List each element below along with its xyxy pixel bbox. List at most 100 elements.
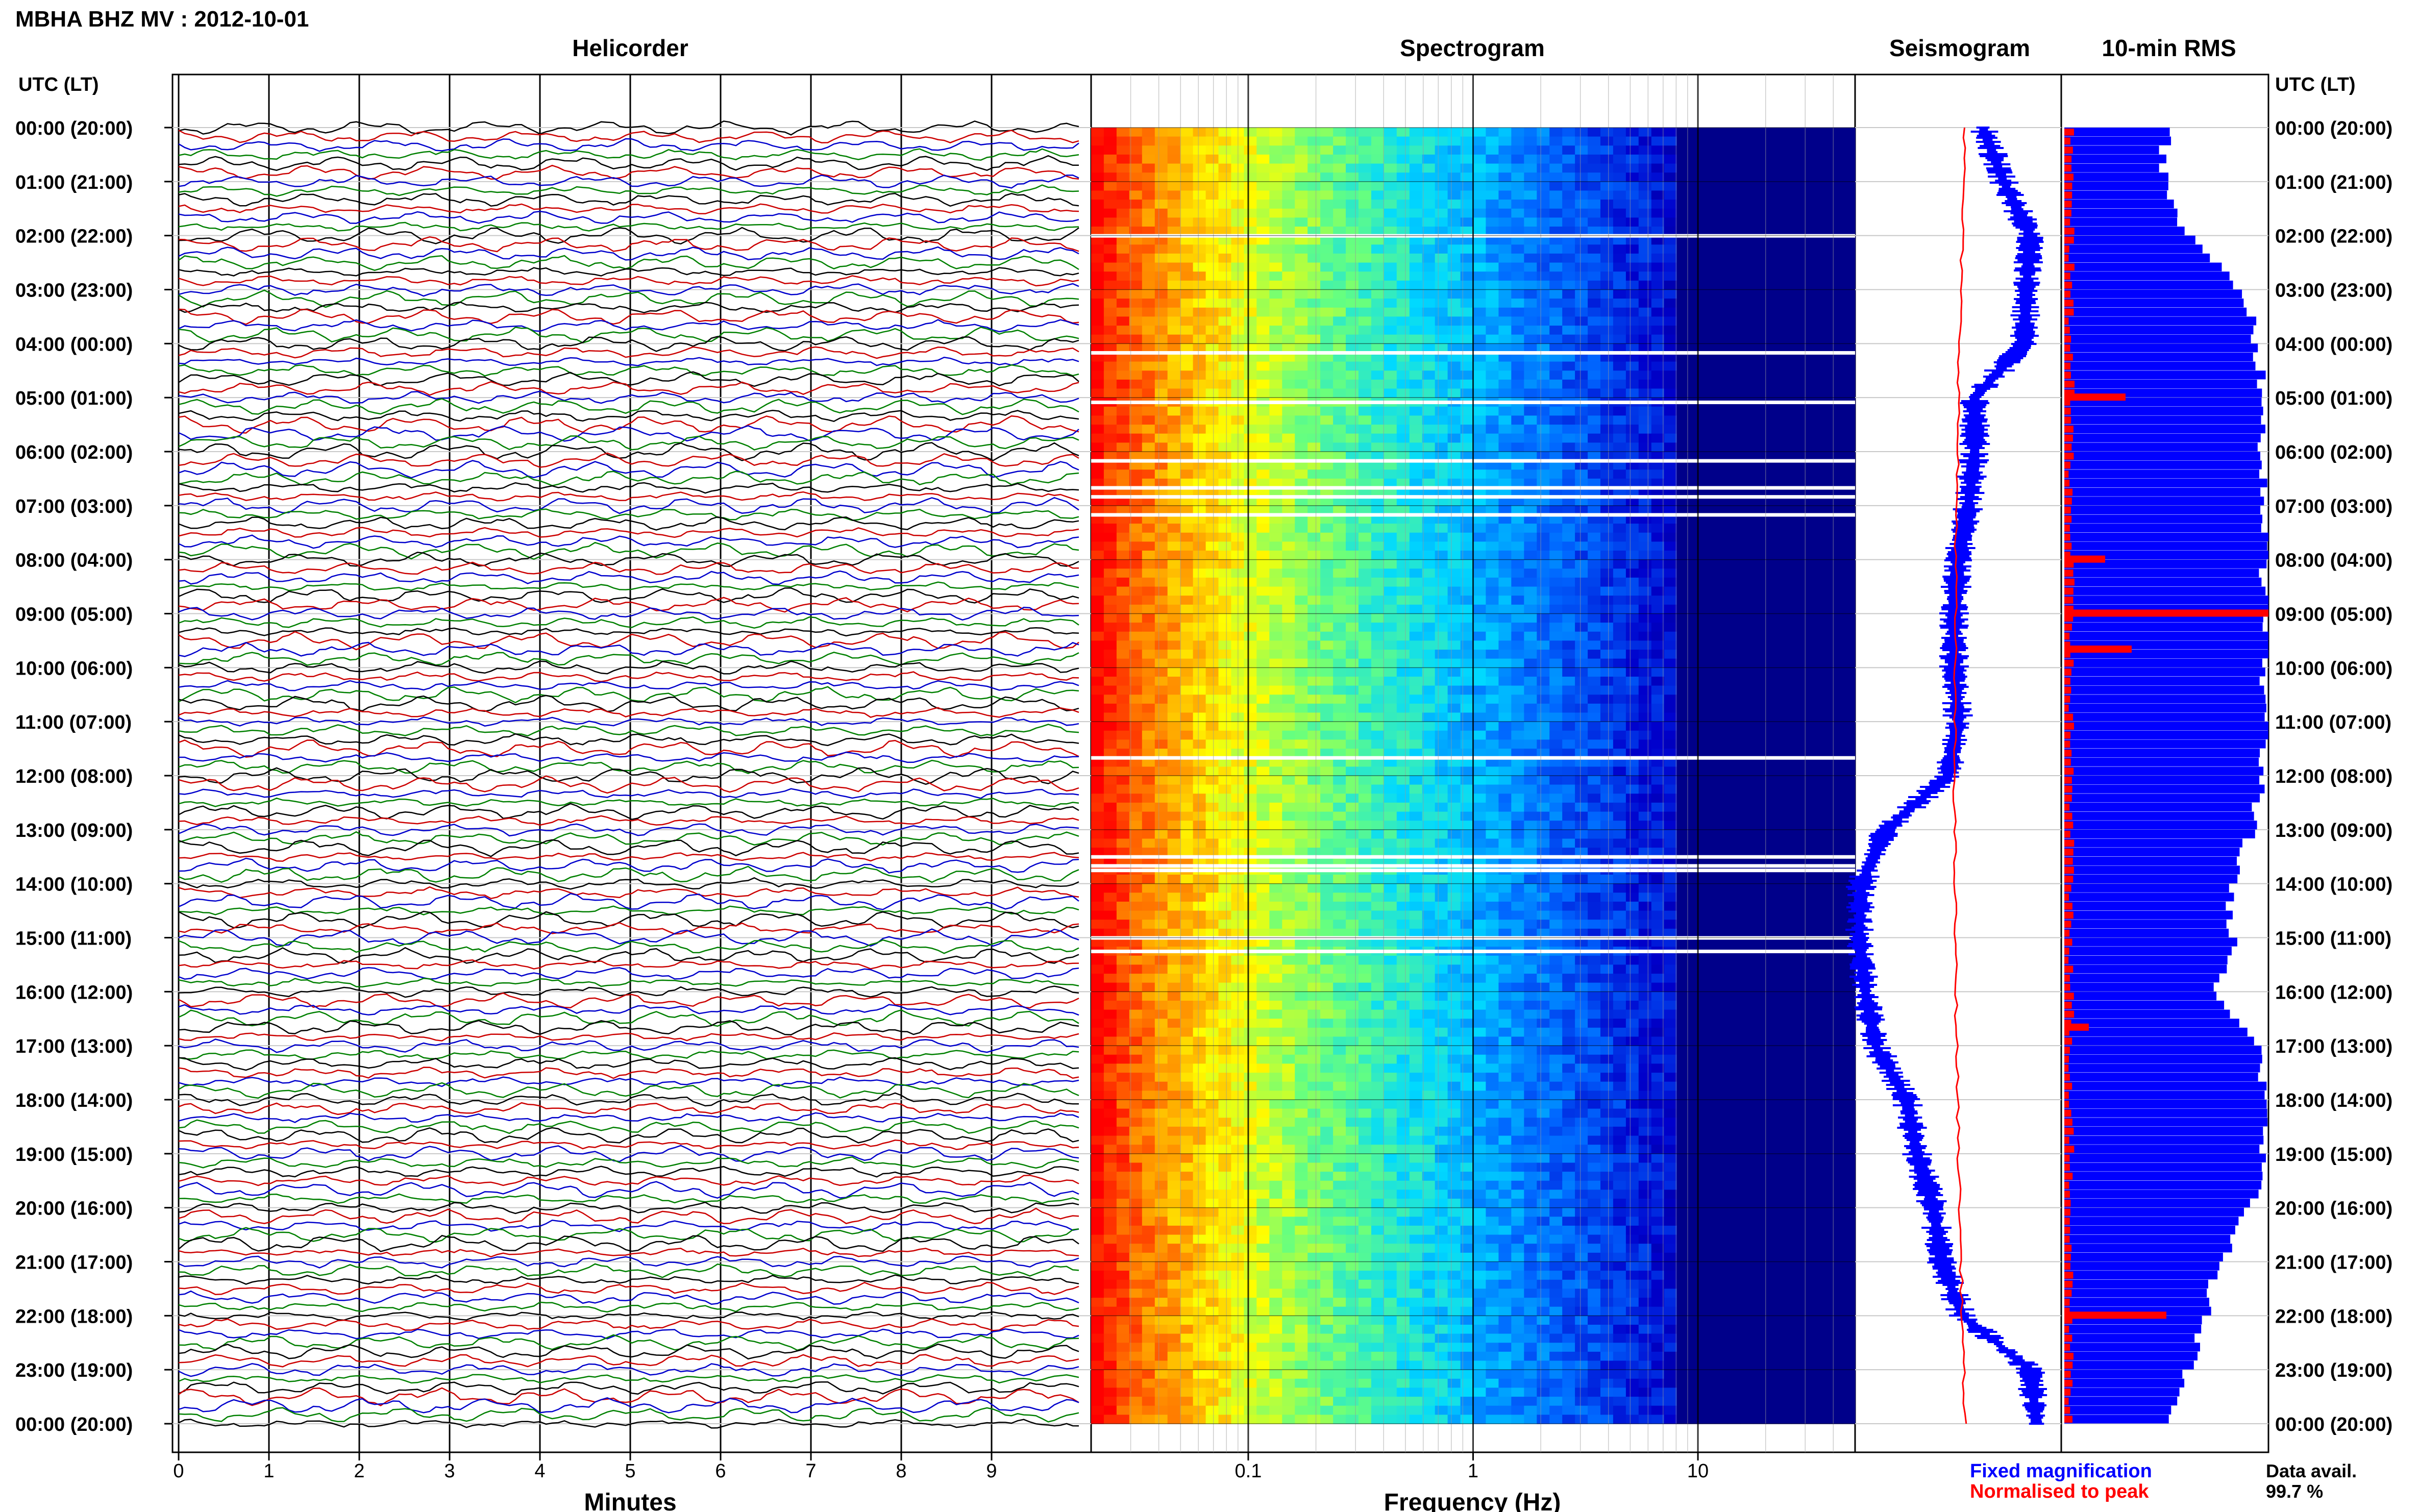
spectrogram-cell [1460,145,1474,155]
spectrogram-cell [1282,326,1295,335]
spectrogram-cell [1103,623,1117,632]
spectrogram-cell [1320,388,1334,398]
spectrogram-cell [1830,208,1843,218]
spectrogram-cell [1473,154,1487,164]
spectrogram-cell [1473,343,1487,353]
helicorder-trace [178,877,1079,890]
spectrogram-cell [1116,757,1130,767]
spectrogram-cell [1753,145,1766,155]
helicorder-trace [178,1407,1079,1423]
spectrogram-cell [1358,217,1372,227]
helicorder-trace [178,985,1079,998]
spectrogram-cell [1549,551,1563,560]
spectrogram-cell [1193,784,1206,794]
spectrogram-cell [1167,136,1181,146]
spectrogram-cell [1638,289,1652,299]
spectrogram-cell [1638,613,1652,623]
spectrogram-cell [1625,145,1639,155]
spectrogram-cell [1562,227,1575,236]
spectrogram-cell [1473,200,1487,209]
spectrogram-cell [1842,406,1856,416]
spectrogram-cell [1676,469,1690,479]
spectrogram-cell [1753,262,1766,272]
spectrogram-cell [1842,613,1856,623]
spectrogram-cell [1575,730,1588,740]
spectrogram-cell [1256,406,1270,416]
spectrogram-cell [1740,280,1754,290]
spectrogram-cell [1447,631,1461,641]
spectrogram-cell [1651,227,1665,236]
spectrogram-cell [1307,532,1321,542]
spectrogram-cell [1753,271,1766,281]
spectrogram-cell [1638,712,1652,722]
spectrogram-cell [1766,577,1779,587]
spectrogram-cell [1804,154,1817,164]
spectrogram-cell [1116,190,1130,200]
spectrogram-cell [1142,794,1155,803]
spectrogram-cell [1804,658,1817,668]
spectrogram-cell [1244,136,1257,146]
spectrogram-cell [1422,596,1436,605]
spectrogram-cell [1205,235,1219,245]
spectrogram-cell [1167,577,1181,587]
spectrogram-cell [1830,802,1843,812]
spectrogram-cell [1116,299,1130,308]
spectrogram-cell [1154,749,1168,758]
spectrogram-cell [1384,497,1397,506]
spectrogram-cell [1779,757,1792,767]
spectrogram-cell [1142,370,1155,380]
spectrogram-cell [1727,829,1741,839]
spectrogram-cell [1180,532,1194,542]
spectrogram-cell [1549,244,1563,254]
spectrogram-cell [1473,703,1487,713]
spectrogram-cell [1473,604,1487,614]
spectrogram-cell [1256,757,1270,767]
spectrogram-cell [1524,695,1537,704]
spectrogram-cell [1817,802,1830,812]
spectrogram-cell [1244,316,1257,326]
spectrogram-cell [1613,623,1626,632]
spectrogram-cell [1371,532,1385,542]
spectrogram-cell [1575,406,1588,416]
helicorder-trace [178,246,1079,261]
spectrogram-cell [1447,712,1461,722]
spectrogram-cell [1638,200,1652,209]
spectrogram-cell [1766,136,1779,146]
spectrogram-cell [1307,695,1321,704]
spectrogram-cell [1142,739,1155,749]
spectrogram-cell [1295,154,1308,164]
spectrogram-cell [1269,838,1282,848]
spectrogram-cell [1384,154,1397,164]
spectrogram-cell [1702,478,1716,488]
spectrogram-cell [1524,425,1537,434]
spectrogram-cell [1486,487,1499,497]
spectrogram-cell [1256,776,1270,785]
spectrogram-cell [1575,217,1588,227]
spectrogram-cell [1218,640,1232,650]
spectrogram-cell [1295,433,1308,443]
spectrogram-cell [1142,604,1155,614]
helicorder-trace [178,641,1079,657]
spectrogram-cell [1842,217,1856,227]
spectrogram-cell [1320,541,1334,551]
spectrogram-cell [1193,425,1206,434]
spectrogram-cell [1129,343,1143,353]
spectrogram-cell [1460,838,1474,848]
spectrogram-cell [1244,532,1257,542]
spectrogram-cell [1830,316,1843,326]
spectrogram-cell [1460,406,1474,416]
spectrogram-cell [1664,316,1677,326]
spectrogram-cell [1791,361,1805,371]
spectrogram-cell [1830,172,1843,182]
spectrogram-cell [1486,145,1499,155]
spectrogram-cell [1384,838,1397,848]
spectrogram-cell [1524,794,1537,803]
spectrogram-cell [1588,469,1601,479]
spectrogram-cell [1422,559,1436,569]
spectrogram-cell [1154,469,1168,479]
spectrogram-cell [1282,370,1295,380]
spectrogram-cell [1524,217,1537,227]
spectrogram-cell [1753,712,1766,722]
spectrogram-cell [1371,460,1385,470]
spectrogram-cell [1486,253,1499,263]
